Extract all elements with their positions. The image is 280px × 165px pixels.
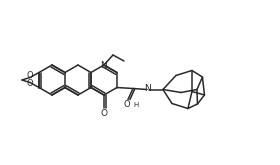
Text: O: O [27, 80, 33, 88]
Text: N: N [144, 84, 151, 93]
Text: H: H [133, 102, 139, 108]
Text: O: O [124, 100, 130, 109]
Text: N: N [101, 61, 107, 69]
Text: O: O [101, 109, 108, 117]
Text: O: O [27, 71, 33, 81]
